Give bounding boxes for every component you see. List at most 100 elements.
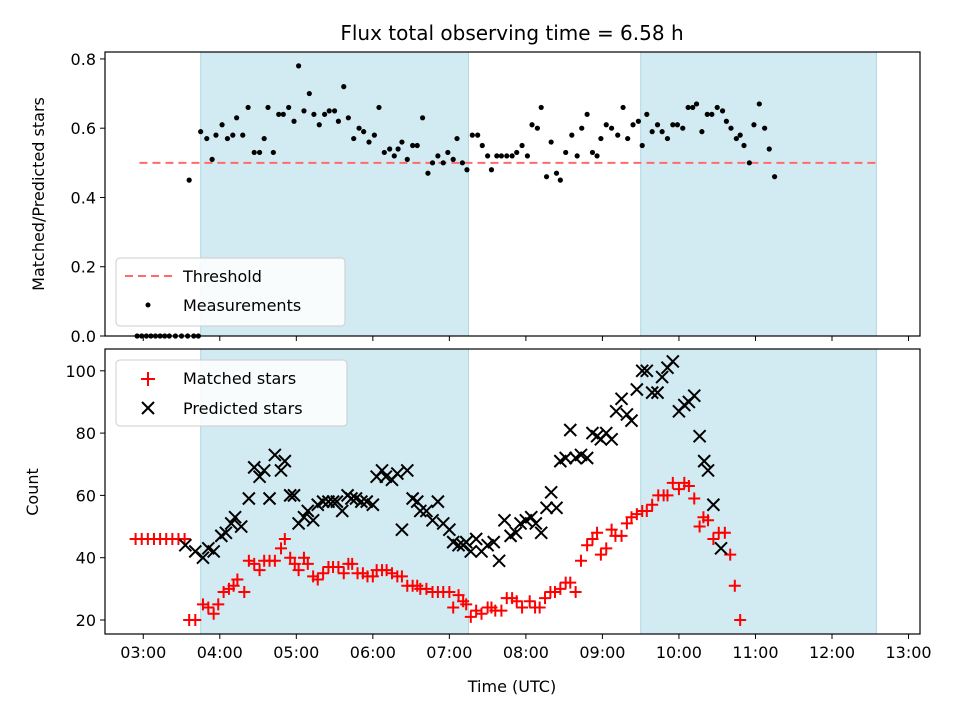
measurement-point (371, 132, 377, 138)
matched-star-point (337, 567, 350, 580)
x-tick-label: 12:00 (809, 643, 855, 662)
ratio-y-tick-label: 0.0 (71, 327, 96, 346)
matched-star-point (238, 585, 251, 598)
measurement-point (579, 125, 585, 131)
measurement-point (234, 115, 240, 121)
predicted-star-point (219, 526, 233, 540)
measurement-point (674, 122, 681, 128)
matched-star-point (574, 554, 587, 567)
predicted-star-point (459, 535, 473, 549)
predicted-star-point (366, 498, 380, 512)
measurement-point (326, 108, 332, 114)
measurement-point (404, 156, 410, 162)
measurement-point (514, 149, 520, 156)
measurement-point (186, 177, 192, 183)
predicted-star-point (335, 504, 349, 518)
matched-star-point (212, 598, 225, 611)
predicted-star-point (697, 454, 711, 468)
legend-threshold-label: Threshold (182, 267, 262, 286)
count-panel-frame (104, 348, 921, 635)
matched-star-point (718, 526, 731, 539)
measurement-point (693, 101, 700, 107)
predicted-star-point (257, 463, 271, 478)
measurement-point (440, 160, 446, 166)
matched-star-point (475, 607, 488, 620)
measurement-point (376, 104, 382, 111)
measurement-point (494, 153, 500, 159)
matched-star-point (581, 539, 594, 552)
predicted-star-point (464, 544, 478, 559)
predicted-star-point (316, 494, 330, 509)
measurement-point (469, 132, 475, 138)
matched-star-point (301, 557, 314, 570)
measurement-point (256, 149, 263, 156)
measurement-point (219, 122, 225, 128)
matched-star-point (447, 601, 460, 614)
matched-star-point (620, 517, 633, 530)
matched-star-point (268, 554, 281, 567)
matched-star-point (288, 557, 301, 570)
legend-measurements-swatch (145, 302, 151, 308)
measurement-point (609, 125, 615, 131)
measurement-point (387, 146, 393, 152)
predicted-star-point (487, 535, 501, 549)
measurement-point (719, 108, 726, 114)
count-y-tick-label: 20 (76, 611, 96, 630)
predicted-star-point (196, 550, 210, 565)
measurement-point (589, 149, 596, 156)
x-tick-label: 04:00 (197, 643, 243, 662)
measurement-point (714, 104, 720, 111)
measurement-point (291, 118, 297, 124)
measurement-point (603, 122, 609, 128)
measurement-point (311, 111, 317, 117)
x-tick-label: 08:00 (503, 643, 549, 662)
measurement-point (557, 177, 563, 183)
matched-star-point (284, 551, 297, 564)
predicted-star-point (283, 488, 297, 503)
predicted-star-point (563, 423, 577, 437)
matched-star-point (395, 570, 408, 583)
measurement-point (649, 129, 655, 135)
legend-matched-swatch (141, 372, 155, 386)
count-y-tick-label: 40 (76, 549, 96, 568)
measurement-point (504, 153, 510, 159)
matched-star-point (189, 613, 202, 626)
measurement-point (296, 63, 302, 69)
matched-star-point (615, 529, 628, 542)
predicted-star-point (687, 389, 701, 403)
legend-matched-label: Matched stars (183, 369, 296, 388)
measurement-point (204, 135, 210, 142)
predicted-star-point (549, 501, 564, 515)
measurement-point (766, 146, 772, 152)
predicted-star-point (278, 454, 292, 468)
count-legend: Matched stars Predicted stars (115, 359, 348, 427)
measurement-point (498, 153, 505, 159)
predicted-star-point (206, 544, 221, 559)
matched-star-point (600, 542, 613, 555)
matched-star-point (464, 610, 477, 623)
matched-star-point (564, 576, 577, 589)
matched-star-point (510, 595, 523, 608)
measurement-point (635, 118, 641, 124)
matched-star-point (605, 523, 618, 536)
x-tick-label: 06:00 (350, 643, 396, 662)
matched-star-point (253, 564, 266, 577)
measurement-point (450, 156, 456, 162)
measurement-point (569, 132, 575, 138)
matched-star-point (460, 598, 473, 611)
measurement-point (475, 132, 481, 138)
legend-measurements-label: Measurements (183, 296, 301, 315)
x-tick-label: 09:00 (579, 643, 625, 662)
measurement-point (395, 146, 401, 152)
measurement-point (709, 111, 715, 117)
x-tick-label: 05:00 (273, 643, 319, 662)
measurement-point (594, 153, 600, 159)
count-panel: 03:00 04:00 05:00 06:00 07:00 08:00 09:00 10:00… (23, 348, 932, 662)
measurement-point (723, 118, 729, 124)
predicted-star-point (529, 516, 543, 531)
x-tick-label: 13:00 (885, 643, 931, 662)
measurement-point (331, 108, 338, 114)
legend-predicted-swatch (141, 401, 155, 415)
predicted-star-point (469, 532, 483, 546)
measurement-point (772, 174, 778, 180)
